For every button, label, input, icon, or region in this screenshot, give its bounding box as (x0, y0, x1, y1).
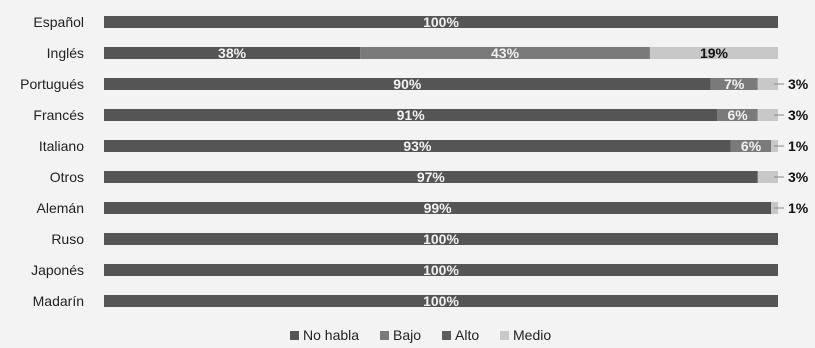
data-label: 100% (423, 293, 459, 309)
bar-segment (730, 140, 772, 152)
data-label: 90% (393, 76, 422, 92)
legend-swatch (380, 331, 389, 340)
bar-segment (757, 109, 778, 121)
category-label: Madarín (33, 293, 84, 309)
legend-label: Medio (513, 327, 551, 343)
bar-segment (104, 264, 778, 276)
data-label: 1% (788, 138, 809, 154)
data-label: 43% (491, 45, 520, 61)
bar-segment (649, 47, 778, 59)
data-label: 6% (727, 107, 748, 123)
category-label: Portugués (20, 76, 84, 92)
bar-segment (104, 109, 718, 121)
category-label: Japonés (31, 262, 84, 278)
bar-segment (104, 202, 772, 214)
bar-segment (104, 78, 711, 90)
data-label: 100% (423, 14, 459, 30)
data-label: 6% (741, 138, 762, 154)
data-label: 3% (788, 76, 809, 92)
bar-segment (757, 171, 778, 183)
legend-swatch (442, 331, 451, 340)
bar-segment (717, 109, 758, 121)
category-label: Español (33, 14, 84, 30)
data-label: 3% (788, 107, 809, 123)
legend-label: No habla (303, 327, 359, 343)
legend-label: Bajo (393, 327, 421, 343)
bar-segment (104, 47, 361, 59)
data-label: 100% (423, 262, 459, 278)
data-label: 91% (397, 107, 426, 123)
bar-segment (104, 233, 778, 245)
bar-segment (104, 140, 731, 152)
legend-swatch (290, 331, 299, 340)
legend-swatch (500, 331, 509, 340)
bar-segment (104, 295, 778, 307)
bar-segment (757, 78, 778, 90)
data-label: 99% (424, 200, 453, 216)
category-label: Francés (33, 107, 84, 123)
bar-segment (710, 78, 758, 90)
data-label: 19% (700, 45, 729, 61)
category-label: Otros (50, 169, 84, 185)
bar-segment (104, 16, 778, 28)
data-label: 93% (403, 138, 432, 154)
category-label: Inglés (47, 45, 84, 61)
data-label: 100% (423, 231, 459, 247)
data-label: 3% (788, 169, 809, 185)
bar-segment (104, 171, 758, 183)
legend-label: Alto (455, 327, 479, 343)
data-label: 7% (724, 76, 745, 92)
bar-segment (360, 47, 650, 59)
category-label: Alemán (37, 200, 84, 216)
category-label: Italiano (39, 138, 84, 154)
category-label: Ruso (51, 231, 84, 247)
data-label: 1% (788, 200, 809, 216)
data-label: 97% (417, 169, 446, 185)
data-label: 38% (218, 45, 247, 61)
